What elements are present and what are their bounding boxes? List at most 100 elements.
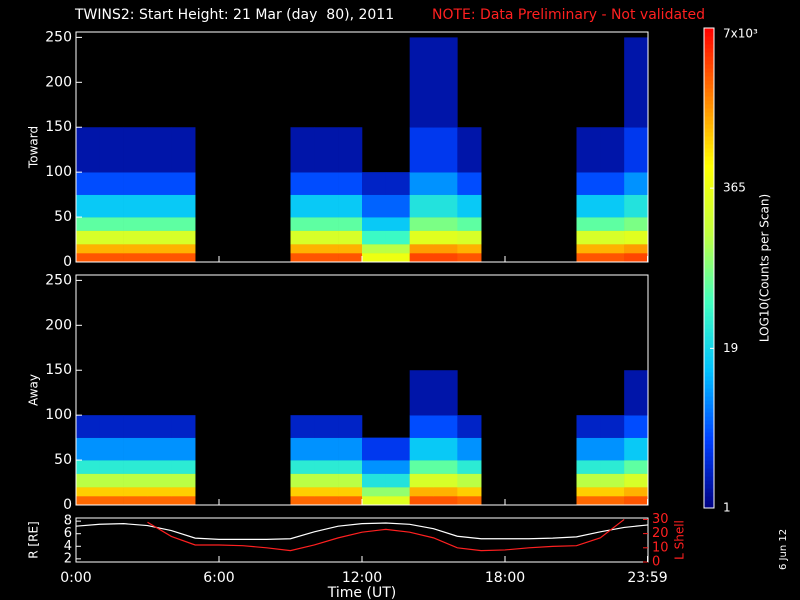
heat-cell — [338, 244, 363, 254]
y-tick-label: 200 — [45, 74, 72, 90]
colorbar-swatch — [704, 156, 714, 161]
heat-cell — [76, 244, 101, 254]
colorbar-swatch — [704, 260, 714, 265]
colorbar-swatch — [704, 172, 714, 177]
colorbar-swatch — [704, 180, 714, 185]
y-tick-label: 250 — [45, 29, 72, 45]
heat-cell — [290, 460, 315, 474]
heat-cell — [600, 244, 625, 254]
side-text: 6 Jun 12 — [778, 529, 789, 570]
colorbar-swatch — [704, 320, 714, 325]
heat-cell — [123, 437, 148, 461]
heat-cell — [457, 473, 482, 488]
heat-cell — [290, 244, 315, 254]
heat-cell — [147, 172, 172, 195]
heat-cell — [171, 415, 196, 438]
colorbar-swatch — [704, 420, 714, 425]
heat-cell — [338, 217, 363, 231]
heat-cell — [314, 460, 339, 474]
heat-cell — [338, 253, 363, 263]
colorbar-swatch — [704, 56, 714, 61]
heat-cell — [600, 127, 625, 173]
heat-cell — [99, 172, 124, 195]
heat-cell — [123, 415, 148, 438]
colorbar-swatch — [704, 208, 714, 213]
heat-cell — [457, 253, 482, 263]
colorbar-swatch — [704, 316, 714, 321]
colorbar-swatch — [704, 192, 714, 197]
heat-cell — [409, 473, 434, 488]
colorbar-tick-label: 365 — [723, 181, 746, 195]
colorbar-swatch — [704, 144, 714, 149]
colorbar-tick-label: 1 — [723, 501, 731, 515]
colorbar-swatch — [704, 204, 714, 209]
colorbar-swatch — [704, 72, 714, 77]
heat-cell — [600, 415, 625, 438]
heat-cell — [99, 244, 124, 254]
y-tick-label: 150 — [45, 362, 72, 378]
heat-cell — [147, 460, 172, 474]
heat-cell — [600, 460, 625, 474]
heat-cell — [338, 460, 363, 474]
heat-cell — [385, 253, 410, 263]
heat-cell — [147, 415, 172, 438]
heat-cell — [314, 172, 339, 195]
heat-cell — [600, 496, 625, 506]
colorbar-swatch — [704, 140, 714, 145]
colorbar-swatch — [704, 360, 714, 365]
heat-cell — [171, 244, 196, 254]
colorbar-swatch — [704, 96, 714, 101]
colorbar-swatch — [704, 348, 714, 353]
heat-cell — [385, 473, 410, 488]
heat-cell — [576, 437, 601, 461]
colorbar-swatch — [704, 492, 714, 497]
colorbar-swatch — [704, 84, 714, 89]
colorbar-swatch — [704, 352, 714, 357]
colorbar-swatch — [704, 368, 714, 373]
heat-cell — [576, 460, 601, 474]
colorbar-swatch — [704, 408, 714, 413]
colorbar-swatch — [704, 364, 714, 369]
heat-cell — [314, 244, 339, 254]
colorbar-swatch — [704, 344, 714, 349]
heat-cell — [433, 127, 458, 173]
heat-cell — [99, 217, 124, 231]
heat-cell — [385, 460, 410, 474]
heat-cell — [338, 172, 363, 195]
heat-cell — [290, 415, 315, 438]
x-tick-label: 18:00 — [485, 570, 525, 586]
heat-cell — [76, 460, 101, 474]
heat-cell — [338, 194, 363, 218]
heat-cell — [338, 496, 363, 506]
colorbar-swatch — [704, 28, 714, 33]
heat-cell — [99, 496, 124, 506]
colorbar-swatch — [704, 372, 714, 377]
plot-frame — [75, 517, 649, 563]
y-tick-label: 50 — [54, 452, 72, 468]
colorbar-swatch — [704, 340, 714, 345]
heat-cell — [147, 487, 172, 497]
heat-cell — [171, 253, 196, 263]
heat-cell — [624, 437, 649, 461]
heat-cell — [171, 172, 196, 195]
heat-cell — [433, 370, 458, 416]
colorbar-swatch — [704, 400, 714, 405]
colorbar-swatch — [704, 416, 714, 421]
heat-cell — [76, 415, 101, 438]
heat-cell — [123, 244, 148, 254]
heat-cell — [385, 194, 410, 218]
colorbar-swatch — [704, 456, 714, 461]
heat-cell — [314, 415, 339, 438]
heat-cell — [409, 460, 434, 474]
colorbar-swatch — [704, 236, 714, 241]
heat-cell — [600, 230, 625, 245]
colorbar-swatch — [704, 196, 714, 201]
heat-cell — [76, 217, 101, 231]
heat-cell — [409, 127, 434, 173]
x-axis-label: Time (UT) — [327, 585, 396, 600]
x-tick-label: 23:59 — [627, 570, 667, 586]
heat-cell — [99, 473, 124, 488]
heat-cell — [290, 217, 315, 231]
heat-cell — [433, 473, 458, 488]
